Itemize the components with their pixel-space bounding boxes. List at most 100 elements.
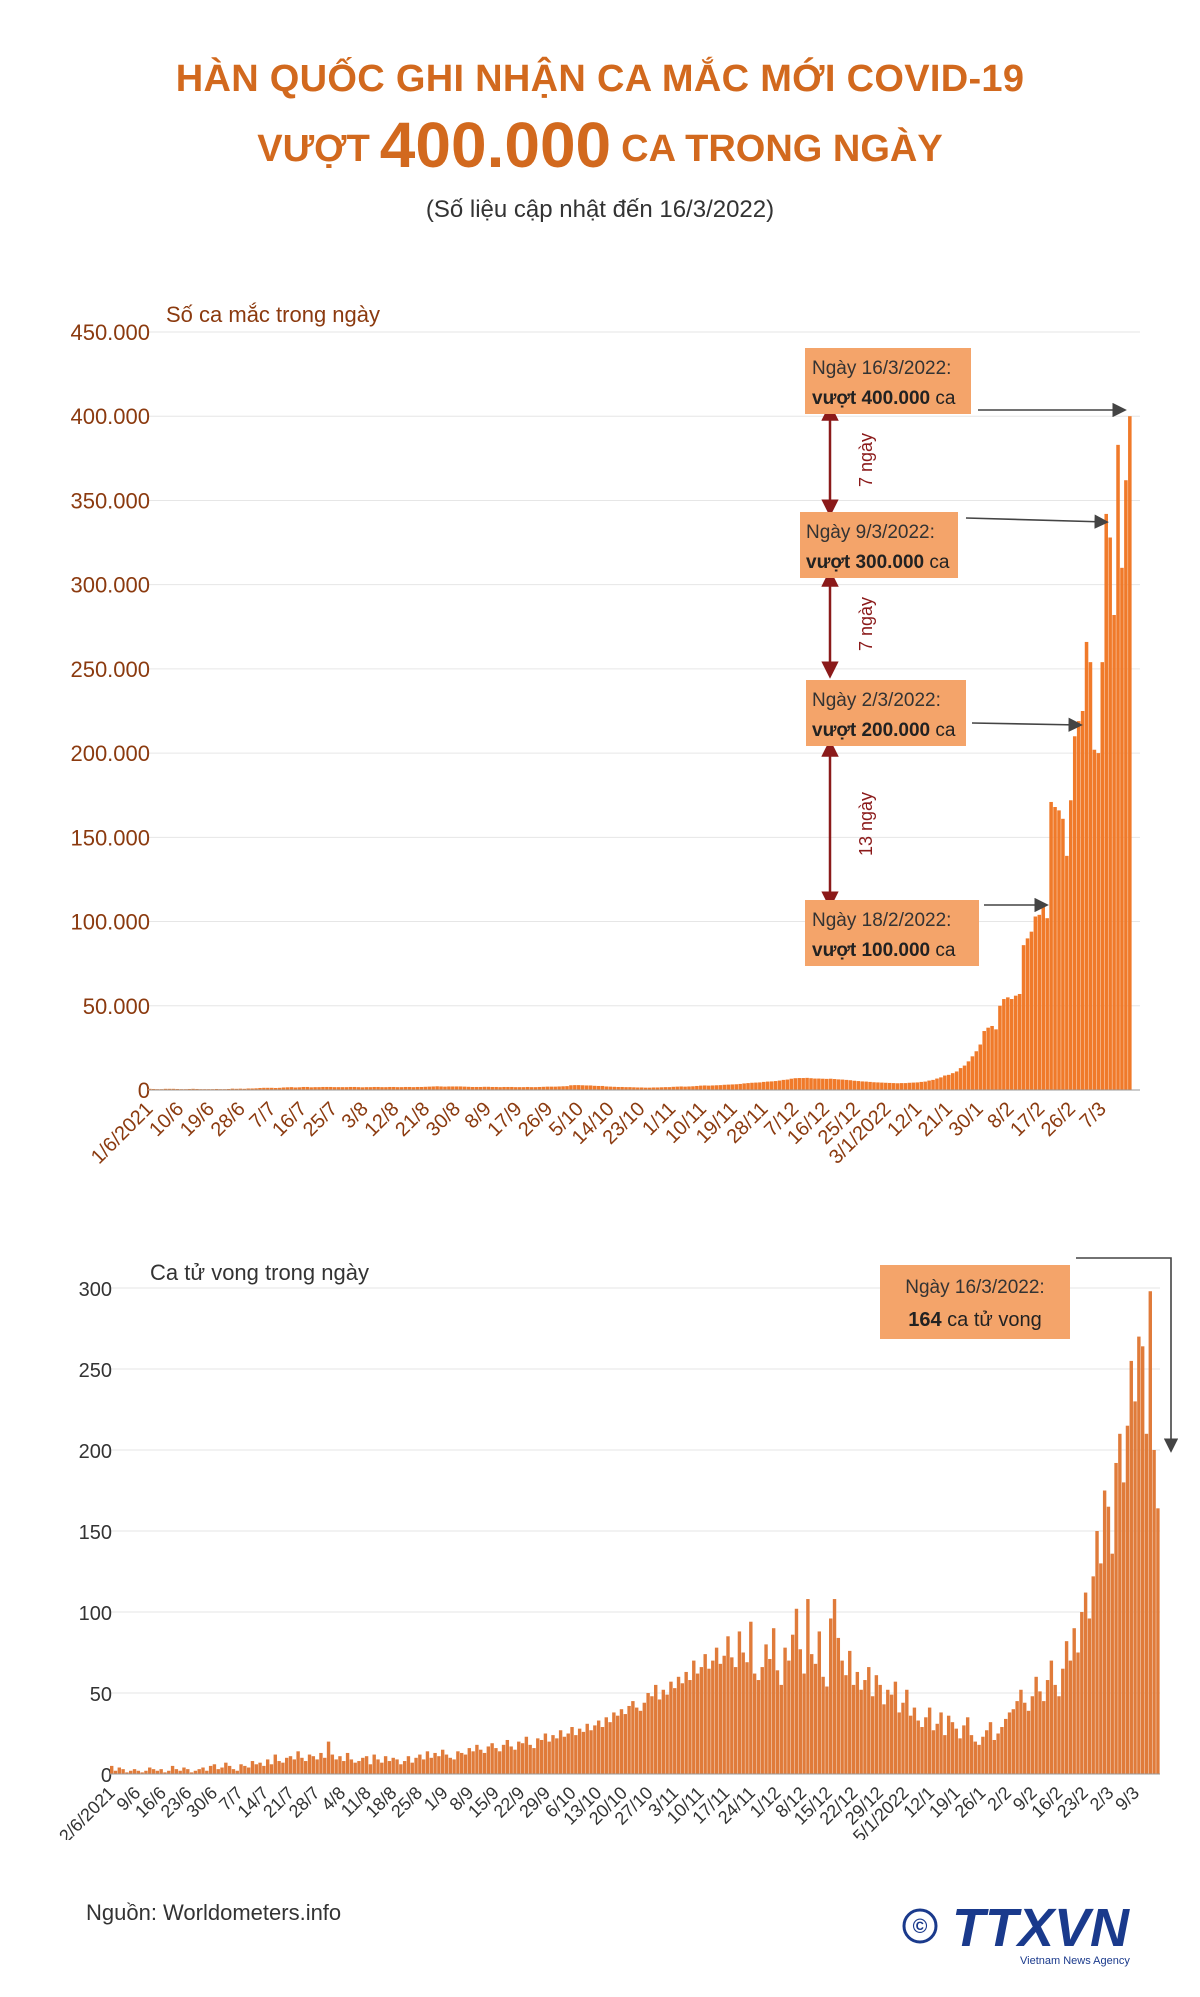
bar bbox=[163, 1772, 167, 1774]
bar bbox=[170, 1765, 175, 1774]
bar bbox=[543, 1733, 548, 1774]
bar bbox=[265, 1759, 270, 1774]
gap-label-3: 13 ngày bbox=[856, 792, 876, 856]
bar bbox=[1137, 1336, 1141, 1774]
bar bbox=[444, 1754, 449, 1774]
bar bbox=[121, 1769, 125, 1774]
bar bbox=[246, 1767, 251, 1774]
bar bbox=[589, 1730, 593, 1774]
bar bbox=[1100, 662, 1105, 1090]
bar bbox=[580, 1085, 585, 1090]
bar bbox=[703, 1654, 707, 1774]
bar bbox=[1026, 1710, 1031, 1774]
bar bbox=[1084, 641, 1089, 1090]
bar bbox=[801, 1078, 805, 1090]
bar bbox=[1114, 1462, 1118, 1774]
bar bbox=[549, 1086, 554, 1090]
annotation-300k-date: Ngày 9/3/2022: bbox=[806, 522, 935, 543]
bar bbox=[144, 1770, 148, 1774]
bar bbox=[297, 1087, 302, 1090]
bar bbox=[326, 1741, 331, 1774]
bar bbox=[624, 1087, 628, 1090]
bar bbox=[813, 1078, 817, 1090]
title-suffix: CA TRONG NGÀY bbox=[621, 128, 943, 170]
bar bbox=[419, 1086, 424, 1090]
bar bbox=[573, 1085, 577, 1090]
bar bbox=[923, 1081, 927, 1090]
bar bbox=[486, 1746, 491, 1774]
bar bbox=[514, 1087, 518, 1090]
bar bbox=[711, 1660, 715, 1774]
bar bbox=[195, 1088, 199, 1090]
gap-label-1: 7 ngày bbox=[856, 433, 876, 487]
bar bbox=[840, 1079, 845, 1090]
bar bbox=[860, 1081, 864, 1090]
bar bbox=[258, 1087, 262, 1090]
bar bbox=[756, 1680, 761, 1774]
bar bbox=[345, 1752, 350, 1774]
bar bbox=[783, 1647, 787, 1774]
y-tick-label: 50 bbox=[90, 1684, 112, 1706]
x-tick-label: 9/3 bbox=[1111, 1783, 1143, 1815]
x-tick-label: 7/3 bbox=[1076, 1098, 1111, 1133]
bar bbox=[793, 1078, 798, 1090]
bar bbox=[494, 1086, 498, 1090]
bar bbox=[880, 1082, 884, 1090]
bar bbox=[494, 1748, 498, 1774]
bar bbox=[383, 1756, 388, 1774]
bar bbox=[683, 1086, 687, 1090]
bar bbox=[874, 1675, 879, 1774]
bar bbox=[1083, 1592, 1088, 1774]
bar bbox=[1061, 818, 1065, 1090]
copyright-mark: © bbox=[913, 1916, 928, 1938]
bar bbox=[471, 1751, 475, 1774]
bar bbox=[561, 1086, 565, 1090]
bar bbox=[273, 1754, 277, 1774]
bar bbox=[673, 1688, 677, 1774]
bar bbox=[447, 1086, 451, 1090]
bar bbox=[189, 1772, 194, 1774]
bar bbox=[551, 1735, 555, 1774]
bar bbox=[600, 1727, 605, 1774]
bar bbox=[769, 1081, 774, 1090]
bar bbox=[1004, 1718, 1008, 1774]
title-big-number: 400.000 bbox=[379, 109, 612, 181]
bar bbox=[1057, 810, 1061, 1090]
bar bbox=[1053, 807, 1057, 1090]
bar bbox=[1108, 537, 1112, 1090]
deaths-gridlines bbox=[110, 1287, 1160, 1775]
bar bbox=[439, 1086, 443, 1090]
x-tick-label: 30/8 bbox=[422, 1098, 465, 1141]
annotation-200k: Ngày 2/3/2022: vượt 200.000 ca bbox=[806, 680, 1083, 746]
bar bbox=[924, 1717, 928, 1774]
bar bbox=[352, 1086, 357, 1090]
bar bbox=[129, 1770, 133, 1774]
bar bbox=[525, 1086, 530, 1090]
deaths-x-ticks: 2/6/20219/616/623/630/67/714/721/728/74/… bbox=[55, 1783, 1143, 1840]
bar bbox=[234, 1088, 239, 1090]
bar bbox=[117, 1767, 122, 1774]
bar bbox=[754, 1082, 758, 1090]
bar bbox=[521, 1087, 526, 1090]
bar bbox=[214, 1088, 219, 1090]
bar bbox=[266, 1087, 270, 1090]
bar bbox=[285, 1087, 290, 1090]
title-prefix: VƯỢT bbox=[257, 128, 370, 170]
bar bbox=[978, 1044, 983, 1090]
bar bbox=[1095, 1531, 1099, 1774]
bar bbox=[498, 1087, 502, 1090]
bar bbox=[687, 1086, 691, 1090]
bar bbox=[734, 1084, 738, 1090]
bar bbox=[864, 1081, 868, 1090]
bar bbox=[208, 1765, 213, 1774]
bar bbox=[1049, 1660, 1054, 1774]
bar bbox=[191, 1088, 195, 1090]
bar bbox=[659, 1087, 664, 1090]
bar bbox=[368, 1764, 373, 1774]
bar bbox=[498, 1751, 502, 1774]
bar bbox=[435, 1086, 439, 1090]
bar bbox=[935, 1078, 939, 1090]
bar bbox=[230, 1088, 235, 1090]
bar bbox=[336, 1087, 341, 1090]
bar bbox=[243, 1765, 247, 1774]
